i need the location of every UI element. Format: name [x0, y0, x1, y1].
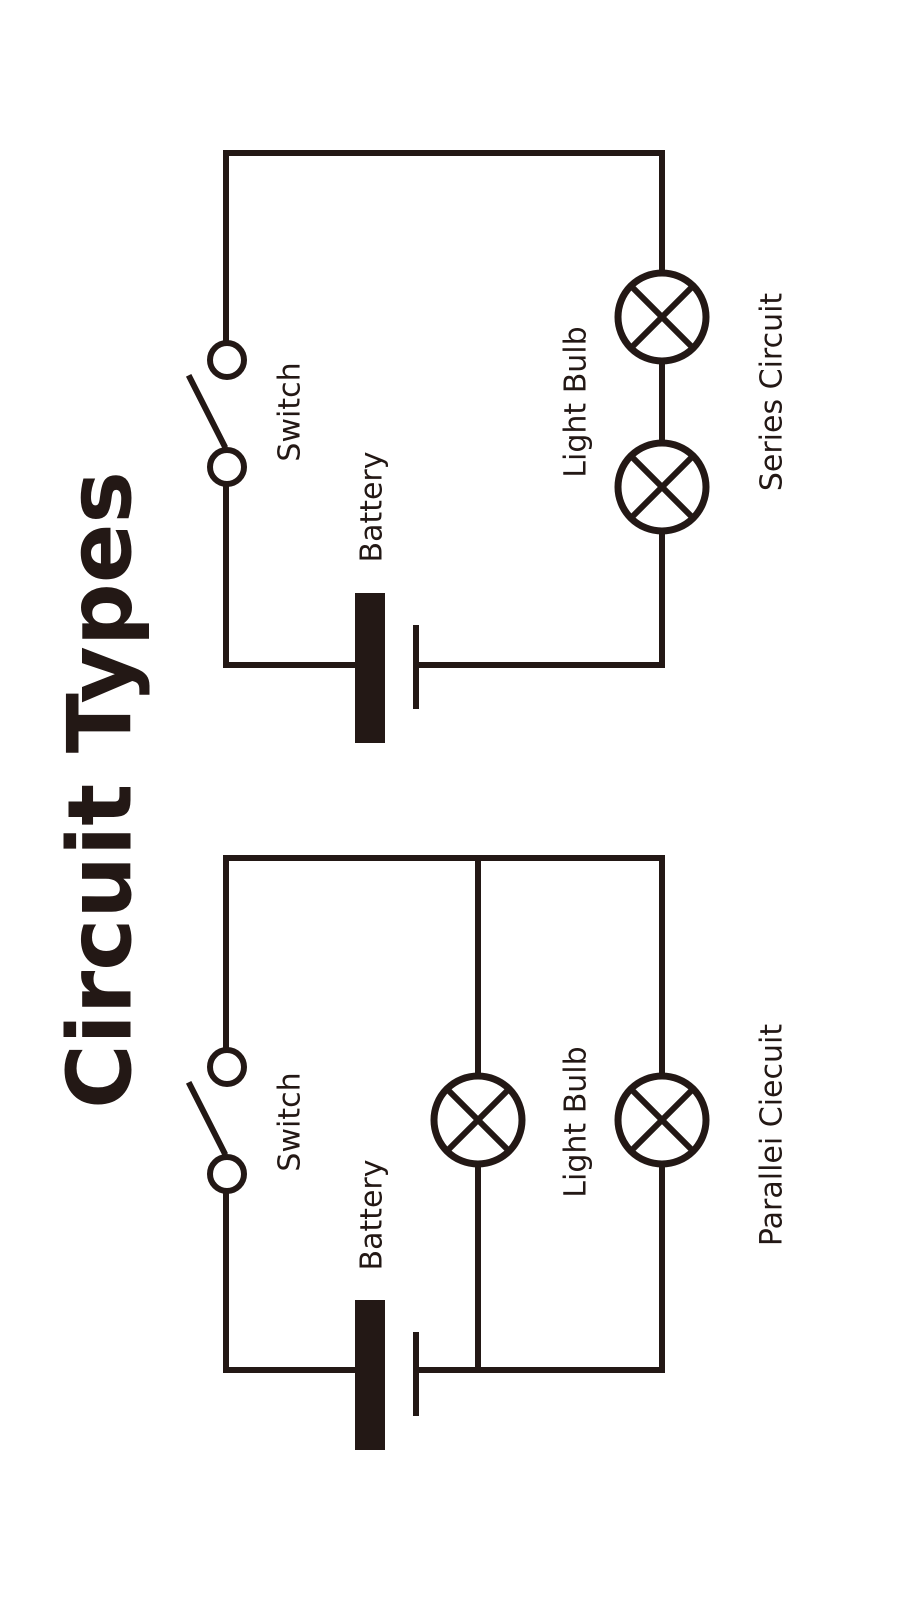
series-circuit-caption: Series Circuit [755, 293, 790, 492]
parallel-switch-label: Switch [273, 1072, 308, 1171]
parallel-bulb-1 [430, 1072, 526, 1168]
parallel-battery [355, 1300, 419, 1450]
series-bulb-2 [614, 439, 710, 535]
parallel-circuit-caption: Parallei Ciecuit [755, 1024, 790, 1246]
parallel-switch [185, 1047, 247, 1194]
parallel-battery-label: Battery [355, 1159, 390, 1270]
series-switch-terminal-bottom [207, 447, 247, 487]
series-battery-long-plate [355, 593, 385, 743]
series-switch-terminal-top [207, 340, 247, 380]
parallel-switch-terminal-top [207, 1047, 247, 1087]
series-circuit: Switch Battery Light Bulb Series Circuit [185, 150, 790, 743]
page-title: Circuit Types [49, 471, 152, 1109]
parallel-bulb-2 [614, 1072, 710, 1168]
series-bulb-label: Light Bulb [559, 326, 594, 477]
parallel-switch-terminal-bottom [207, 1154, 247, 1194]
series-bulb-1 [614, 269, 710, 365]
series-battery-label: Battery [355, 451, 390, 562]
parallel-switch-lever [185, 1080, 229, 1157]
series-switch [185, 340, 247, 487]
parallel-bulb-label: Light Bulb [559, 1046, 594, 1197]
parallel-circuit: Switch Battery Light Bulb Parallei Ciecu… [185, 855, 790, 1450]
parallel-battery-long-plate [355, 1300, 385, 1450]
series-wire [223, 150, 665, 345]
series-switch-label: Switch [273, 362, 308, 461]
series-battery [355, 593, 419, 743]
parallel-wire [223, 855, 665, 1078]
series-switch-lever [185, 373, 229, 450]
